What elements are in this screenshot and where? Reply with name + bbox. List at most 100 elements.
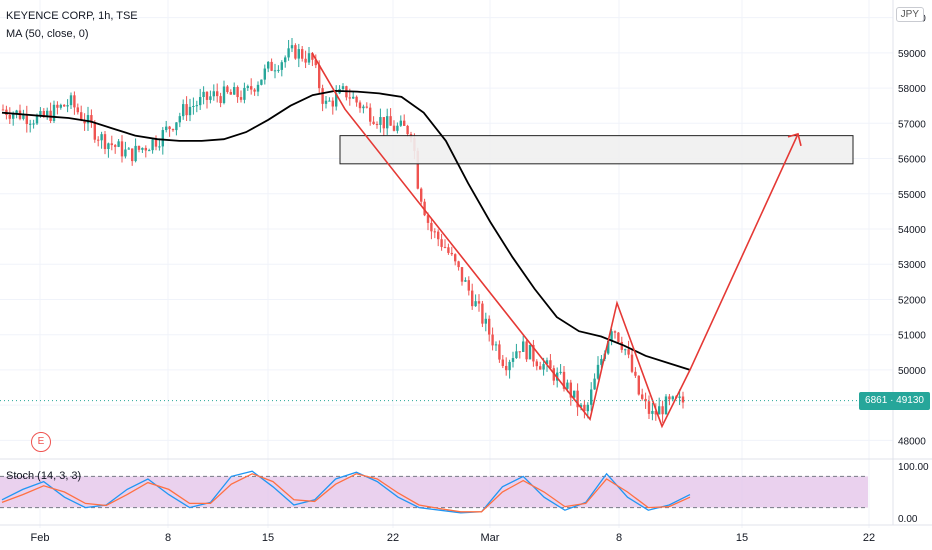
candle-body [328, 100, 331, 102]
time-tick-label: Mar [481, 532, 500, 544]
candle-body [226, 86, 229, 93]
time-axis[interactable]: Feb 8 15 22 Mar 8 15 22 [31, 532, 876, 544]
candle-body [620, 341, 623, 350]
symbol-title[interactable]: KEYENCE CORP, 1h, TSE [6, 10, 138, 22]
candle-body [256, 84, 260, 92]
candle-body [154, 139, 158, 147]
time-tick-label: 22 [387, 532, 399, 544]
candle-body [335, 93, 338, 107]
candle-body [440, 239, 443, 247]
candle-body [389, 116, 392, 126]
time-tick-label: 15 [736, 532, 748, 544]
drawing-arrowhead [787, 132, 802, 147]
candle-body [83, 119, 86, 124]
candle-body [165, 126, 168, 131]
resistance-zone[interactable] [339, 135, 854, 165]
candle-body [246, 86, 249, 88]
candle-body [420, 188, 423, 202]
price-axis[interactable]: 4800049000500005100052000530005400055000… [898, 14, 929, 525]
candle-body [120, 141, 124, 157]
candle-body [661, 406, 664, 415]
candle-body [562, 371, 566, 389]
candle-body [430, 222, 433, 232]
candle-body [277, 69, 280, 71]
ma-indicator-label[interactable]: MA (50, close, 0) [6, 28, 89, 40]
candle-body [229, 92, 232, 95]
candle-body [239, 97, 243, 100]
candle-body [474, 301, 477, 307]
candle-body [654, 410, 657, 415]
candle-body [355, 96, 358, 103]
candle-body [352, 96, 355, 99]
candle-body [127, 148, 130, 150]
candle-body [641, 394, 644, 399]
time-tick-label: 22 [863, 532, 875, 544]
candle-body [406, 125, 409, 135]
candle-body [294, 45, 297, 59]
candle-body [178, 116, 181, 123]
candle-body [369, 107, 372, 122]
candle-body [573, 390, 576, 398]
candle-body [426, 215, 430, 223]
candle-body [447, 247, 450, 253]
candle-body [549, 360, 552, 369]
stoch-d-line [1, 473, 691, 513]
candle-body [341, 86, 345, 89]
candle-body [134, 145, 137, 162]
candle-body [637, 375, 640, 395]
candle-body [131, 148, 134, 162]
candle-body [318, 65, 321, 89]
candle-body [171, 129, 175, 131]
candle-body [331, 100, 334, 107]
candle-body [260, 79, 263, 85]
candle-body [658, 406, 661, 415]
candle-body [35, 115, 39, 124]
candle-body [151, 139, 154, 151]
candle-body [471, 290, 474, 307]
earnings-icon[interactable]: E [31, 432, 51, 452]
candle-body [273, 70, 277, 72]
candle-body [624, 349, 627, 351]
stoch-indicator-label[interactable]: Stoch (14, 3, 3) [6, 470, 82, 482]
currency-button[interactable]: JPY [895, 7, 924, 22]
candle-body [263, 68, 266, 80]
candle-body [8, 114, 11, 119]
candle-body [182, 104, 185, 117]
time-tick-label: Feb [31, 532, 50, 544]
stoch-tick-label: 0.00 [898, 514, 918, 525]
last-price-badge: 6861 · 49130 [859, 391, 930, 410]
candle-body [535, 361, 538, 367]
candle-body [477, 301, 481, 304]
candle-body [358, 102, 362, 109]
candle-body [403, 120, 406, 126]
candle-body [505, 365, 508, 371]
candle-body [508, 361, 511, 371]
candle-body [365, 106, 368, 108]
candle-body [222, 86, 226, 104]
candle-body [454, 254, 457, 262]
candle-body [437, 231, 440, 240]
price-tick-label: 59000 [898, 49, 926, 60]
candle-body [375, 124, 379, 126]
candle-body [362, 106, 365, 109]
candle-body [39, 110, 42, 116]
candle-body [103, 134, 107, 150]
candle-body [457, 261, 460, 268]
candle-body [290, 45, 294, 49]
candle-body [488, 318, 491, 335]
candle-body [236, 87, 239, 98]
candle-body [627, 349, 630, 355]
candle-body [396, 125, 399, 131]
candle-body [90, 115, 93, 123]
candle-body [433, 231, 436, 233]
candle-body [634, 371, 637, 376]
stoch-band [0, 476, 868, 508]
candle-body [613, 331, 617, 333]
candle-body [124, 149, 127, 157]
price-tick-label: 52000 [898, 295, 926, 306]
drawing-path[interactable] [311, 52, 799, 429]
candle-body [311, 53, 314, 60]
candle-body [233, 87, 236, 95]
candle-body [576, 390, 579, 408]
